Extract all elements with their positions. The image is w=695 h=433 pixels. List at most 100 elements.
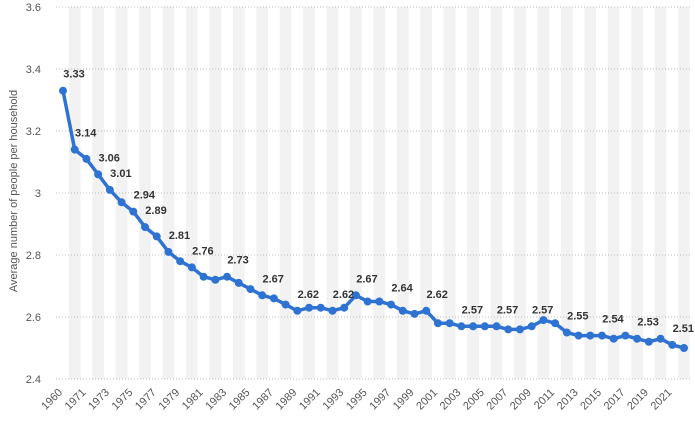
data-points	[59, 86, 688, 352]
data-point	[621, 331, 630, 340]
background-band	[514, 7, 526, 379]
data-point	[223, 272, 232, 281]
data-label: 2.73	[227, 255, 248, 267]
data-point	[269, 294, 278, 303]
data-point	[316, 303, 325, 312]
data-point	[551, 319, 560, 328]
background-band	[607, 7, 620, 379]
data-point	[515, 325, 524, 334]
data-label: 3.06	[98, 152, 119, 164]
data-point	[527, 322, 536, 331]
background-band	[256, 7, 269, 379]
x-tick-label: 1973	[86, 387, 112, 413]
data-point	[199, 272, 208, 281]
x-tick-label: 2007	[485, 387, 511, 413]
data-point	[293, 306, 302, 315]
x-tick-label: 2011	[532, 387, 557, 412]
data-point	[176, 257, 185, 266]
y-tick-label: 3	[35, 188, 41, 200]
data-point	[633, 334, 642, 343]
data-point	[680, 344, 688, 352]
x-tick-label: 1975	[110, 387, 136, 413]
x-tick-label: 1960	[39, 387, 65, 413]
data-label: 3.01	[110, 168, 131, 180]
data-point	[410, 309, 419, 318]
data-label: 2.81	[169, 230, 190, 242]
x-tick-label: 2001	[414, 387, 440, 413]
data-point	[328, 306, 337, 315]
data-point	[82, 154, 91, 163]
data-point	[187, 263, 196, 272]
data-point	[387, 300, 396, 309]
data-label: 2.62	[298, 289, 319, 301]
background-band	[115, 7, 128, 379]
x-tick-label: 2003	[438, 387, 464, 413]
x-tick-label: 1989	[274, 387, 300, 413]
data-point	[574, 331, 583, 340]
data-point	[609, 334, 618, 343]
data-point	[375, 297, 384, 306]
data-point	[305, 303, 314, 312]
data-label: 2.53	[637, 317, 658, 329]
data-point	[129, 207, 138, 216]
x-tick-label: 1979	[156, 387, 182, 413]
data-point	[363, 297, 372, 306]
data-label: 2.67	[356, 273, 377, 285]
x-tick-label: 1991	[297, 387, 323, 413]
x-tick-label: 1977	[133, 387, 159, 413]
x-axis-ticks: 1960197119731975197719791981198319851987…	[39, 387, 674, 413]
x-tick-label: 1981	[180, 387, 206, 413]
data-point	[562, 328, 571, 337]
x-tick-label: 2005	[461, 387, 487, 413]
data-point	[246, 285, 255, 294]
data-label: 2.55	[567, 311, 588, 323]
y-tick-label: 2.8	[26, 250, 41, 262]
data-point	[398, 306, 407, 315]
x-tick-label: 2019	[625, 387, 651, 413]
x-tick-label: 1999	[391, 387, 417, 413]
data-point	[539, 316, 548, 325]
data-point	[433, 319, 442, 328]
data-point	[258, 291, 267, 300]
background-band	[396, 7, 409, 379]
data-point	[94, 170, 103, 179]
data-point	[141, 223, 150, 232]
data-point	[234, 278, 243, 287]
background-band	[654, 7, 667, 379]
y-axis-label: Average number of people per household	[8, 90, 20, 292]
background-band	[303, 7, 315, 379]
y-tick-label: 3.2	[26, 126, 41, 138]
data-label: 2.62	[427, 289, 448, 301]
data-point	[422, 306, 431, 315]
data-label: 2.57	[462, 304, 483, 316]
y-tick-label: 2.6	[26, 312, 41, 324]
y-axis-ticks: 2.4 2.6 2.8 3 3.2 3.4 3.6	[26, 2, 41, 386]
data-label: 2.76	[192, 245, 213, 257]
background-band	[420, 7, 433, 379]
background-band	[373, 7, 386, 379]
data-label: 3.33	[63, 69, 84, 81]
data-label: 2.67	[262, 273, 283, 285]
background-band	[537, 7, 550, 379]
background-band	[678, 7, 690, 379]
data-label: 2.62	[333, 289, 354, 301]
data-point	[340, 303, 349, 312]
background-band	[279, 7, 292, 379]
data-label: 2.57	[532, 304, 553, 316]
x-tick-label: 2017	[602, 387, 628, 413]
data-label: 2.89	[145, 205, 166, 217]
x-tick-label: 1971	[63, 387, 89, 413]
data-point	[211, 275, 220, 284]
data-point	[644, 337, 653, 346]
data-point	[457, 322, 466, 331]
background-band	[631, 7, 643, 379]
data-point	[164, 247, 173, 256]
data-point	[656, 334, 665, 343]
data-label: 2.64	[391, 283, 413, 295]
background-band	[490, 7, 503, 379]
background-band	[350, 7, 362, 379]
data-point	[492, 322, 501, 331]
gridlines	[56, 6, 692, 380]
data-point	[469, 322, 478, 331]
